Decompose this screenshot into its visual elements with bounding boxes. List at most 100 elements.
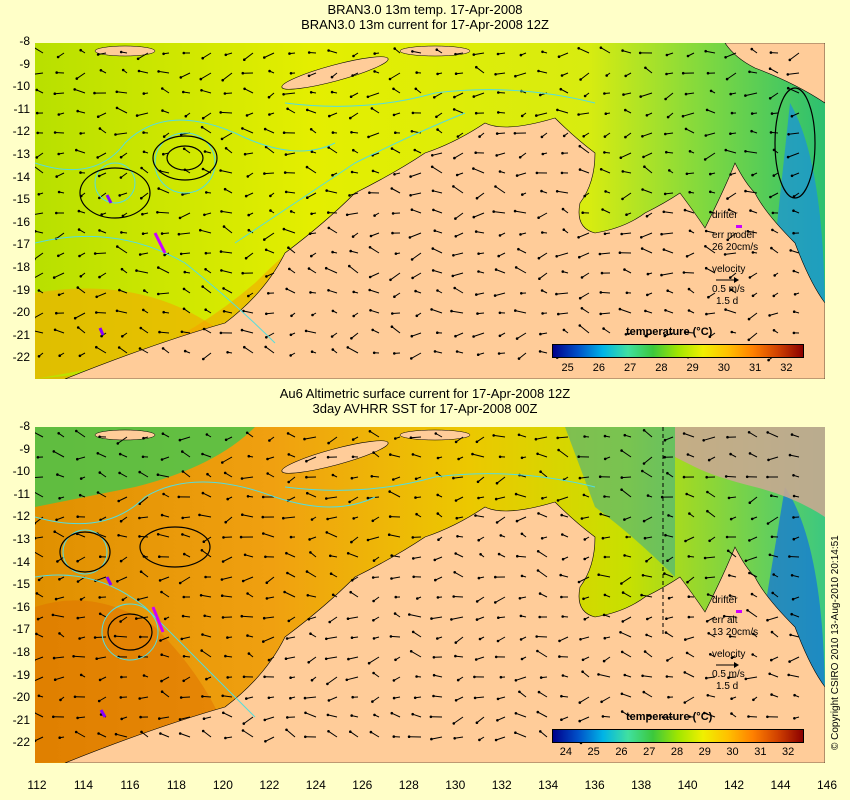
panel2-latitude-tick: -17 (12, 622, 30, 637)
panel2-latitude-tick: -19 (12, 667, 30, 682)
drifter-tracks (99, 576, 165, 718)
longitude-tick: 136 (584, 778, 605, 792)
colorbar-tick-label: 30 (717, 362, 730, 374)
longitude-tick: 144 (770, 778, 791, 792)
err-values: 26 20cm/s (712, 242, 759, 253)
panel1-colorbar-title: temperature (°C) (626, 326, 713, 338)
panel1-latitude-tick: -15 (12, 192, 30, 207)
velocity-arrow-icon (712, 661, 758, 669)
longitude-tick: 132 (491, 778, 512, 792)
panel1-title-line1: BRAN3.0 13m temp. 17-Apr-2008 (327, 2, 523, 17)
panel1-legend: drifter err model 26 20cm/s velocity 0.5… (712, 210, 758, 308)
colorbar-tick-label: 24 (559, 746, 572, 758)
panel1-latitude-tick: -16 (12, 214, 30, 229)
panel1-latitude-tick: -20 (12, 305, 30, 320)
velocity-label: velocity (712, 264, 746, 275)
eddy-streamlines (79, 87, 816, 219)
velocity-value: 0.5 m/s (712, 284, 745, 295)
panel2-latitude-tick: -14 (12, 554, 30, 569)
velocity-days: 1.5 d (716, 296, 739, 307)
velocity-value: 0.5 m/s (712, 669, 745, 680)
panel1-latitude-tick: -19 (12, 282, 30, 297)
colorbar-tick-label: 29 (686, 362, 699, 374)
panel1-latitude-tick: -18 (12, 260, 30, 274)
longitude-tick: 120 (212, 778, 233, 792)
drifter-marker-icon (736, 610, 742, 613)
longitude-tick: 114 (73, 778, 94, 792)
longitude-tick: 138 (631, 778, 652, 792)
panel1-title-line2: BRAN3.0 13m current for 17-Apr-2008 12Z (301, 17, 549, 32)
err-label: err model (712, 230, 755, 241)
map-panel-model (35, 43, 825, 379)
panel2-latitude-tick: -12 (12, 509, 30, 524)
colorbar-tick-label: 28 (670, 746, 684, 758)
velocity-days: 1.5 d (716, 681, 739, 692)
satellite-sst-map (35, 427, 825, 763)
panel2-latitude-tick: -10 (12, 464, 30, 479)
colorbar-tick-label: 26 (615, 746, 628, 758)
err-label: err alt (712, 615, 738, 626)
velocity-arrow-icon (712, 276, 758, 284)
colorbar-tick-label: 25 (561, 362, 574, 374)
colorbar-tick-label: 26 (592, 362, 605, 374)
map-panel-altimetry (35, 427, 825, 763)
longitude-tick: 126 (352, 778, 373, 792)
longitude-tick: 146 (816, 778, 838, 792)
panel2-title-line2: 3day AVHRR SST for 17-Apr-2008 00Z (312, 401, 538, 416)
copyright-notice: © Copyright CSIRO 2010 13-Aug-2010 20:14… (830, 535, 841, 750)
panel1-latitude-tick: -8 (19, 34, 30, 48)
panel1-latitude-tick: -21 (12, 327, 30, 342)
australia-land (64, 501, 825, 763)
longitude-tick: 124 (305, 778, 326, 792)
colorbar-tick-label: 28 (655, 362, 668, 374)
depth-contours (35, 89, 596, 344)
longitude-tick: 122 (259, 778, 280, 792)
panel2-latitude-tick: -20 (12, 690, 30, 705)
panel2-latitude-tick: -16 (12, 599, 30, 614)
eddy-streamlines (59, 526, 211, 651)
drifter-tracks (98, 194, 167, 336)
current-vector-field (35, 429, 800, 745)
drifter-label: drifter (712, 210, 738, 221)
panel2-colorbar (552, 729, 804, 743)
panel2-latitude-tick: -8 (19, 419, 30, 433)
panel1-colorbar (552, 344, 804, 358)
longitude-tick: 142 (724, 778, 745, 792)
timor-island (281, 56, 389, 90)
colorbar-tick-label: 27 (624, 362, 637, 374)
panel2-latitude-tick: -22 (12, 735, 30, 750)
panel2-title-line1: Au6 Altimetric surface current for 17-Ap… (279, 386, 571, 401)
panel1-latitude-tick: -12 (12, 124, 30, 139)
longitude-tick: 118 (166, 778, 186, 792)
new-guinea (724, 43, 825, 104)
longitude-tick: 128 (398, 778, 419, 792)
colorbar-tick-label: 32 (781, 746, 795, 758)
longitude-tick: 116 (120, 778, 140, 792)
colorbar-tick-label: 32 (780, 362, 793, 374)
longitude-tick: 112 (27, 778, 47, 792)
panel2-latitude-tick: -11 (13, 486, 30, 501)
colorbar-tick-label: 31 (754, 746, 767, 758)
panel2-latitude-tick: -18 (12, 645, 30, 659)
colorbar-tick-label: 25 (587, 746, 600, 758)
cloud-mask-region (675, 427, 825, 517)
panel2-latitude-tick: -9 (19, 441, 30, 456)
err-values: 13 20cm/s (712, 627, 759, 638)
longitude-tick: 140 (677, 778, 698, 792)
panel2-latitude-tick: -15 (12, 577, 30, 592)
velocity-label: velocity (712, 649, 746, 660)
panel1-latitude-tick: -17 (12, 237, 30, 252)
panel1-latitude-tick: -13 (12, 147, 30, 161)
longitude-tick: 134 (538, 778, 559, 792)
colorbar-tick-label: 31 (749, 362, 762, 374)
drifter-label: drifter (712, 595, 738, 606)
colorbar-tick-label: 27 (643, 746, 656, 758)
panel1-latitude-tick: -9 (19, 56, 30, 71)
panel2-colorbar-title: temperature (°C) (626, 711, 713, 723)
panel1-latitude-tick: -22 (12, 350, 30, 365)
depth-contours (35, 473, 596, 718)
panel2-legend: drifter err alt 13 20cm/s velocity 0.5 m… (712, 595, 758, 693)
panel1-latitude-tick: -10 (12, 79, 30, 94)
colorbar-tick-label: 29 (698, 746, 711, 758)
model-sst-map (35, 43, 825, 379)
